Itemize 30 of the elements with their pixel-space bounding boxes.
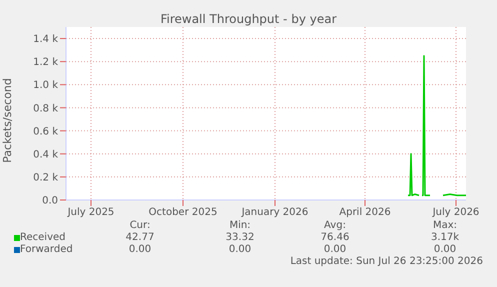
y-tick-label: 0.0 — [42, 196, 58, 207]
text: 76.46 — [320, 232, 350, 243]
text: 0.00 — [228, 244, 252, 255]
y-tick-label: 1.2 k — [33, 57, 58, 68]
text: 33.32 — [224, 232, 256, 243]
text: 0.00 — [322, 244, 348, 255]
text: 42.77 — [124, 232, 156, 243]
text: 3.17k — [430, 232, 460, 243]
legend-label: Forwarded — [20, 244, 73, 255]
x-tick-label: April 2026 — [339, 207, 391, 218]
y-tick-label: 0.8 k — [33, 103, 58, 114]
y-tick-label: 1.4 k — [33, 34, 58, 46]
text: Max: — [432, 220, 458, 231]
text: 0.00 — [432, 244, 458, 255]
y-axis-title: Packets/second — [0, 78, 14, 162]
text: Cur: — [128, 220, 152, 231]
text: Min: — [228, 220, 252, 231]
text: Last update: Sun Jul 26 23:25:00 2026 — [290, 256, 483, 267]
y-tick-label: 1.0 k — [33, 80, 58, 92]
text: 0.00 — [128, 244, 152, 255]
x-tick-label: July 2026 — [432, 207, 480, 218]
x-tick-label: October 2025 — [148, 207, 218, 218]
y-tick-label: 0.6 k — [33, 126, 58, 138]
chart-title: Firewall Throughput - by year — [159, 12, 338, 26]
y-tick-label: 0.4 k — [33, 149, 58, 160]
legend-label: Received — [20, 232, 66, 243]
x-tick-label: January 2026 — [240, 207, 308, 218]
text: Avg: — [323, 220, 347, 231]
y-tick-label: 0.2 k — [33, 172, 58, 184]
x-tick-label: July 2025 — [66, 207, 114, 218]
